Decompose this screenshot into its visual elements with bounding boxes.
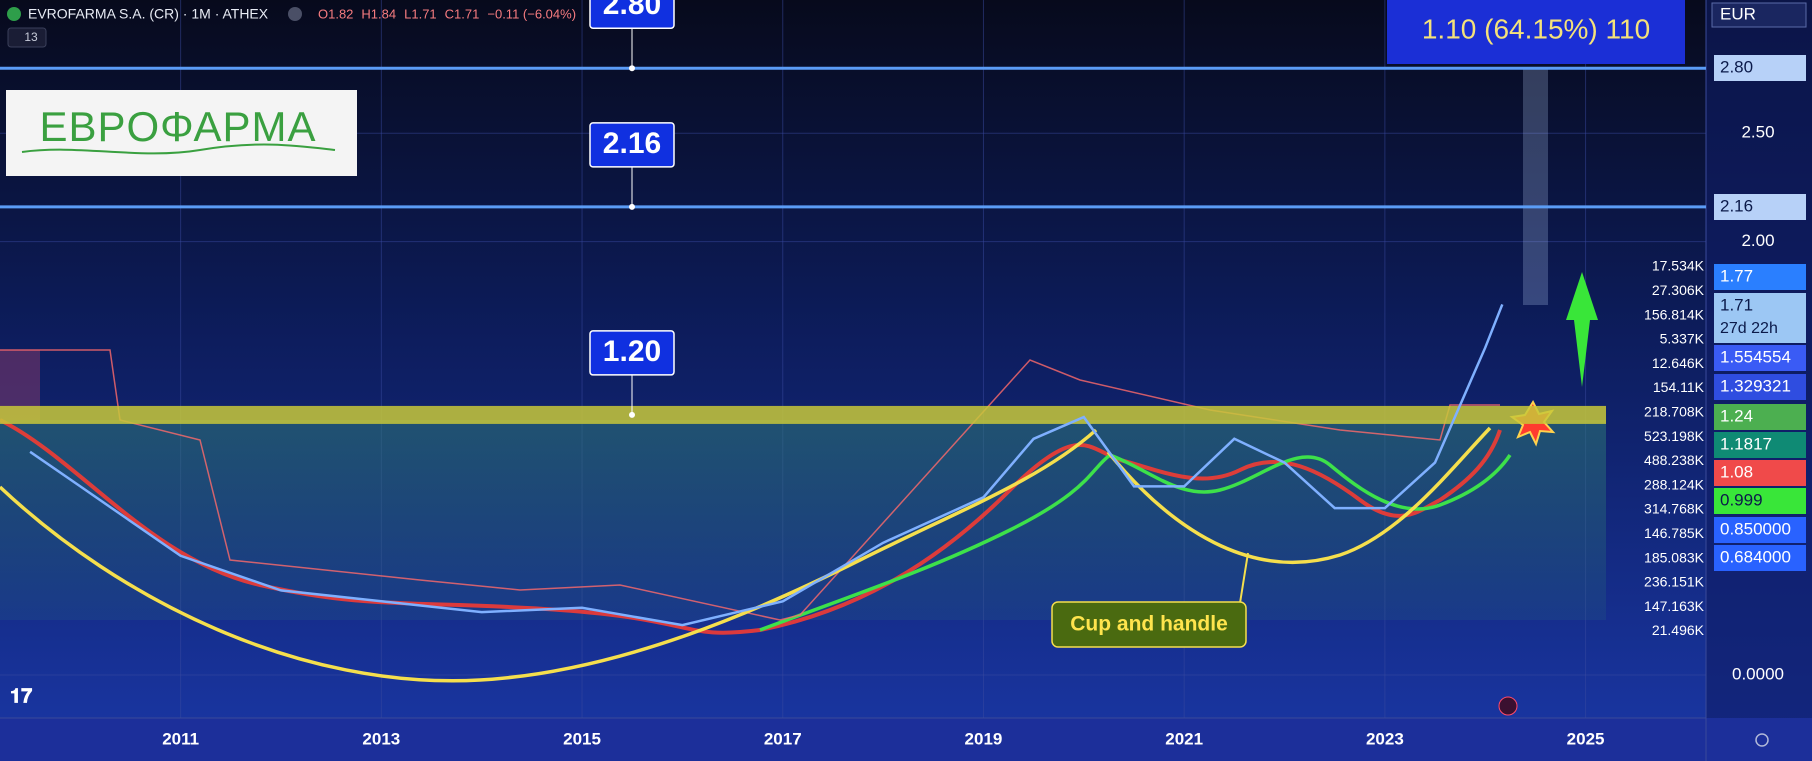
level-anchor (629, 203, 635, 210)
price-badge (1714, 345, 1806, 371)
price-badge (1714, 293, 1806, 343)
logo-swoosh (21, 143, 336, 155)
price-badge-label: 1.554554 (1720, 347, 1791, 366)
x-tick-label: 2017 (764, 729, 802, 748)
level-box (589, 122, 675, 168)
settings-icon[interactable] (1755, 733, 1769, 747)
ohlc-value: C1.71 (445, 6, 480, 21)
price-badge-label: 1.08 (1720, 462, 1753, 481)
x-tick-label: 2023 (1366, 729, 1404, 748)
level-band (0, 405, 1606, 424)
measure-box (1387, 0, 1685, 64)
volume-label: 314.768K (1644, 501, 1705, 517)
price-badge (1714, 488, 1806, 514)
price-badge-label: 1.24 (1720, 406, 1753, 425)
x-tick-label: 2021 (1165, 729, 1203, 748)
callout-pointer (1239, 552, 1249, 604)
volume-label: 218.708K (1644, 404, 1705, 420)
level-label: 2.80 (603, 0, 661, 21)
price-line (29, 303, 1504, 627)
price-badge (1714, 264, 1806, 290)
y-tick-label: 2.50 (1741, 123, 1774, 142)
price-badge-label: 2.16 (1720, 196, 1753, 215)
volume-label: 523.198K (1644, 428, 1705, 444)
level-label: 2.16 (603, 127, 661, 160)
volume-label: 156.814K (1644, 306, 1705, 322)
price-badge-label: 1.71 (1720, 295, 1753, 314)
callout-box (1051, 601, 1247, 648)
volume-label: 27.306K (1652, 282, 1705, 298)
ohlc-value: L1.71 (404, 6, 437, 21)
ohlc-value: H1.84 (361, 6, 396, 21)
volume-label: 147.163K (1644, 598, 1705, 614)
level-box (589, 0, 675, 29)
price-badge (1714, 374, 1806, 400)
price-badge-label: 2.80 (1720, 57, 1753, 76)
ohlc-value: O1.82 (318, 6, 353, 21)
logo-box (6, 90, 357, 176)
time-axis-bg (0, 718, 1812, 761)
price-badge-label: 1.329321 (1720, 376, 1791, 395)
y-tick-label: 0.0000 (1732, 664, 1784, 683)
currency-box[interactable] (1711, 2, 1807, 28)
ohlc: O1.82 H1.84 L1.71 C1.71 −0.11 (−6.04%) (318, 6, 576, 21)
level-anchor (629, 411, 635, 418)
price-badge (1714, 517, 1806, 543)
indicator-count-box[interactable] (7, 27, 47, 48)
volume-label: 236.151K (1644, 574, 1705, 590)
price-badge-label: 0.850000 (1720, 519, 1791, 538)
x-tick-label: 2019 (965, 729, 1003, 748)
event-icon[interactable] (1498, 696, 1518, 716)
price-badge (1714, 404, 1806, 430)
volume-label: 185.083K (1644, 549, 1705, 565)
x-tick-label: 2025 (1567, 729, 1605, 748)
volume-label: 154.11K (1653, 379, 1705, 395)
logo: ΕΒΡΟΦΑΡΜΑ (39, 103, 316, 150)
x-tick-label: 2011 (162, 729, 199, 748)
price-badge-label: 0.684000 (1720, 547, 1791, 566)
toggle-icon[interactable] (288, 7, 302, 21)
symbol-icon (7, 7, 21, 21)
cup-curve (0, 426, 1492, 683)
price-badge (1714, 545, 1806, 571)
level-label: 1.20 (603, 335, 661, 368)
ohlc-value: −0.11 (−6.04%) (487, 6, 576, 21)
volume-label: 5.337K (1660, 331, 1705, 347)
level-box (589, 330, 675, 376)
y-tick-label: 2.00 (1741, 231, 1774, 250)
price-badge-label: 1.1817 (1720, 434, 1772, 453)
level-anchor (629, 65, 635, 72)
tv-logo: 𝟏𝟕 (10, 685, 32, 707)
volume-label: 146.785K (1644, 525, 1705, 541)
x-tick-label: 2013 (362, 729, 400, 748)
price-badge-label: 1.77 (1720, 266, 1753, 285)
volume-label: 488.238K (1644, 452, 1705, 468)
x-tick-label: 2015 (563, 729, 601, 748)
price-badge (1714, 194, 1806, 220)
volume-label: 17.534K (1652, 258, 1705, 274)
volume-label: 21.496K (1652, 622, 1705, 638)
trailing-stop (0, 349, 1500, 621)
indicator-count[interactable]: 13 (24, 30, 38, 44)
price-badge-sub: 27d 22h (1720, 320, 1778, 337)
price-badge-label: 0.999 (1720, 490, 1763, 509)
callout-label: Cup and handle (1070, 613, 1228, 636)
price-badge (1714, 55, 1806, 81)
volume-label: 12.646K (1652, 355, 1705, 371)
moving-average (759, 453, 1512, 632)
measure-label: 1.10 (64.15%) 110 (1422, 13, 1650, 44)
currency[interactable]: EUR (1720, 4, 1756, 23)
symbol[interactable]: EVROFARMA S.A. (CR) · 1M · ATHEX (28, 6, 269, 22)
price-badge (1714, 460, 1806, 486)
up-arrow (1566, 272, 1598, 387)
volume-label: 288.124K (1644, 476, 1705, 492)
measure-range (1523, 68, 1548, 305)
price-badge (1714, 432, 1806, 458)
